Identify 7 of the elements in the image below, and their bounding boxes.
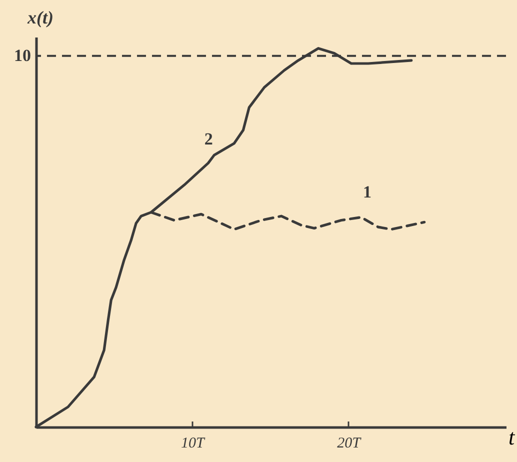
annotation: 1 — [363, 182, 372, 202]
x-axis-title: t — [508, 424, 516, 450]
y-axis-title: x(t) — [26, 8, 54, 28]
x-tick-label: 20T — [337, 436, 362, 452]
x-tick-label: 10T — [180, 436, 206, 452]
text: 10 — [14, 46, 31, 65]
annotation: 2 — [204, 130, 213, 149]
